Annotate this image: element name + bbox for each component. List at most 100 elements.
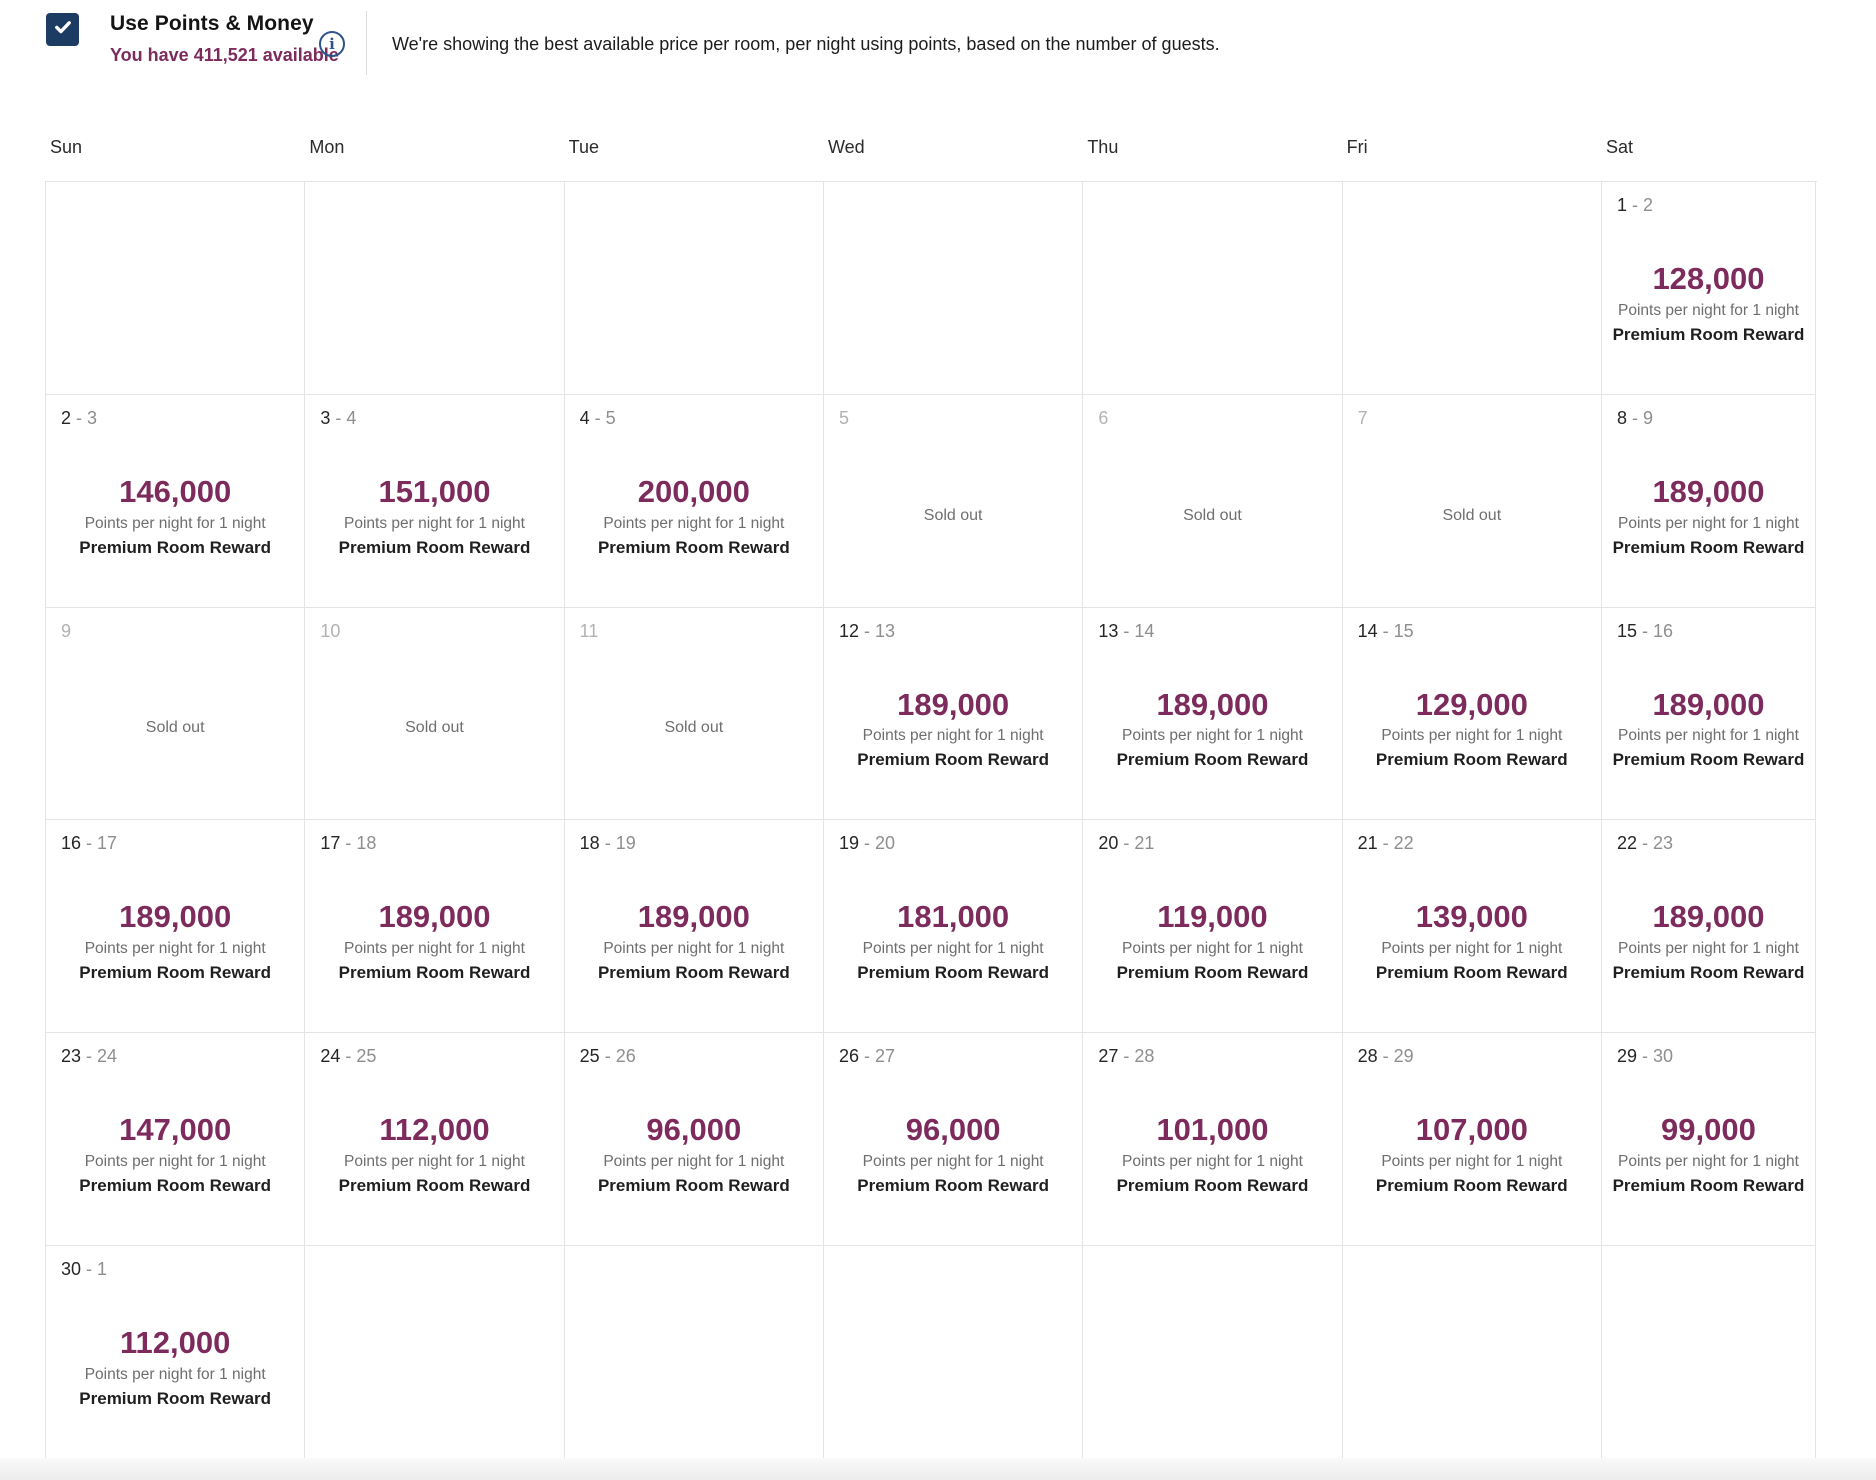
calendar-day-cell[interactable]: 4-5 200,000 Points per night for 1 night Pr… xyxy=(564,394,824,608)
points-caption: Points per night for 1 night xyxy=(84,1152,266,1170)
weekday-tue: Tue xyxy=(568,137,600,157)
reward-name: Premium Room Reward xyxy=(79,1175,272,1195)
sold-out-label: Sold out xyxy=(923,506,983,524)
date-range: 17-18 xyxy=(320,833,377,854)
points-caption: Points per night for 1 night xyxy=(862,1152,1044,1170)
info-icon[interactable]: i xyxy=(319,31,345,57)
points-caption: Points per night for 1 night xyxy=(862,940,1044,958)
calendar-empty-cell xyxy=(564,182,824,395)
date-range: 2-3 xyxy=(61,407,98,428)
points-value: 200,000 xyxy=(637,473,750,509)
date-range: 27-28 xyxy=(1098,1046,1155,1067)
calendar-day-cell[interactable]: 18-19 189,000 Points per night for 1 night… xyxy=(564,820,824,1034)
date-label: 7 xyxy=(1357,407,1368,428)
calendar-day-cell[interactable]: 8-9 189,000 Points per night for 1 night Pr… xyxy=(1601,394,1816,608)
points-value: 189,000 xyxy=(378,899,491,935)
date-range: 4-5 xyxy=(579,407,616,428)
points-value: 189,000 xyxy=(1652,686,1765,722)
calendar-day-cell[interactable]: 13-14 189,000 Points per night for 1 night… xyxy=(1083,607,1343,821)
date-label: 10 xyxy=(320,620,341,641)
calendar-day-cell[interactable]: 26-27 96,000 Points per night for 1 night P… xyxy=(823,1033,1084,1246)
reward-name: Premium Room Reward xyxy=(338,1175,531,1195)
calendar-empty-cell xyxy=(823,182,1084,395)
calendar-day-cell[interactable]: 19-20 181,000 Points per night for 1 night… xyxy=(823,820,1084,1034)
calendar-day-cell[interactable]: 21-22 139,000 Points per night for 1 night… xyxy=(1342,820,1602,1034)
reward-name: Premium Room Reward xyxy=(338,537,531,557)
calendar-day-cell[interactable]: 29-30 99,000 Points per night for 1 night P… xyxy=(1601,1033,1816,1246)
points-header: Use Points & Money You have 411,521 avai… xyxy=(0,0,1876,100)
points-available-label: You have 411,521 available xyxy=(110,45,339,65)
calendar-day-cell[interactable]: 23-24 147,000 Points per night for 1 night… xyxy=(46,1033,306,1246)
date-range: 12-13 xyxy=(838,620,896,641)
points-value: 181,000 xyxy=(897,899,1010,935)
points-caption: Points per night for 1 night xyxy=(1381,940,1563,958)
points-value: 151,000 xyxy=(378,473,491,509)
calendar-soldout-cell: 5 Sold out xyxy=(823,394,1084,608)
calendar-day-cell[interactable]: 15-16 189,000 Points per night for 1 night… xyxy=(1601,607,1816,821)
calendar-day-cell[interactable]: 22-23 189,000 Points per night for 1 night… xyxy=(1601,820,1816,1034)
reward-name: Premium Room Reward xyxy=(1612,963,1805,983)
date-range: 1-2 xyxy=(1616,195,1653,215)
calendar-day-cell[interactable]: 27-28 101,000 Points per night for 1 night… xyxy=(1083,1033,1343,1246)
points-caption: Points per night for 1 night xyxy=(1617,1152,1799,1170)
date-range: 18-19 xyxy=(579,833,636,854)
calendar-empty-cell xyxy=(1083,182,1343,395)
reward-name: Premium Room Reward xyxy=(1612,324,1805,344)
calendar-day-cell[interactable]: 14-15 129,000 Points per night for 1 night… xyxy=(1342,607,1602,821)
calendar-day-cell[interactable]: 28-29 107,000 Points per night for 1 night… xyxy=(1342,1033,1602,1246)
calendar-day-cell[interactable]: 2-3 146,000 Points per night for 1 night Pr… xyxy=(46,394,306,608)
points-value: 189,000 xyxy=(897,686,1010,722)
date-range: 15-16 xyxy=(1616,620,1674,641)
calendar-day-cell[interactable]: 30-1 112,000 Points per night for 1 night P… xyxy=(46,1245,306,1459)
points-value: 96,000 xyxy=(646,1112,742,1148)
use-points-checkbox[interactable] xyxy=(46,13,79,46)
date-label: 5 xyxy=(838,407,849,428)
weekday-thu: Thu xyxy=(1087,137,1119,157)
use-points-label: Use Points & Money xyxy=(110,12,314,35)
points-value: 147,000 xyxy=(119,1112,232,1148)
reward-name: Premium Room Reward xyxy=(1116,750,1309,770)
sold-out-label: Sold out xyxy=(1183,506,1242,524)
calendar-day-cell[interactable]: 20-21 119,000 Points per night for 1 night… xyxy=(1083,820,1343,1034)
reward-name: Premium Room Reward xyxy=(597,963,790,983)
points-value: 189,000 xyxy=(637,899,750,935)
points-caption: Points per night for 1 night xyxy=(344,940,525,958)
points-value: 99,000 xyxy=(1661,1112,1756,1148)
date-label: 9 xyxy=(61,620,72,641)
reward-name: Premium Room Reward xyxy=(1116,963,1309,983)
calendar-day-cell[interactable]: 17-18 189,000 Points per night for 1 night… xyxy=(305,820,565,1034)
points-caption: Points per night for 1 night xyxy=(344,514,525,532)
date-range: 29-30 xyxy=(1616,1046,1674,1067)
reward-name: Premium Room Reward xyxy=(857,1175,1050,1195)
points-value: 189,000 xyxy=(1156,686,1269,722)
reward-name: Premium Room Reward xyxy=(1116,1175,1309,1195)
date-range: 16-17 xyxy=(61,833,118,854)
points-caption: Points per night for 1 night xyxy=(1122,727,1303,745)
sold-out-label: Sold out xyxy=(405,719,464,737)
points-caption: Points per night for 1 night xyxy=(1381,727,1563,745)
points-caption: Points per night for 1 night xyxy=(603,940,785,958)
calendar-day-cell[interactable]: 12-13 189,000 Points per night for 1 night… xyxy=(823,607,1084,821)
calendar-day-cell[interactable]: 16-17 189,000 Points per night for 1 night… xyxy=(46,820,306,1034)
date-range: 23-24 xyxy=(61,1046,118,1067)
points-caption: Points per night for 1 night xyxy=(344,1152,525,1170)
reward-name: Premium Room Reward xyxy=(1375,1175,1568,1195)
calendar-soldout-cell: 10 Sold out xyxy=(305,607,565,821)
date-label: 6 xyxy=(1098,407,1109,428)
points-value: 107,000 xyxy=(1415,1112,1528,1148)
date-range: 28-29 xyxy=(1357,1046,1414,1067)
date-range: 13-14 xyxy=(1098,620,1155,641)
calendar-day-cell[interactable]: 3-4 151,000 Points per night for 1 night Pr… xyxy=(305,394,565,608)
reward-name: Premium Room Reward xyxy=(857,963,1050,983)
calendar-day-cell[interactable]: 25-26 96,000 Points per night for 1 night P… xyxy=(564,1033,824,1246)
points-value: 189,000 xyxy=(119,899,232,935)
points-value: 101,000 xyxy=(1156,1112,1269,1148)
points-caption: Points per night for 1 night xyxy=(1617,727,1799,745)
calendar-day-cell[interactable]: 1-2 128,000 Points per night for 1 night Pr… xyxy=(1601,182,1816,395)
date-range: 22-23 xyxy=(1616,833,1674,854)
reward-name: Premium Room Reward xyxy=(1375,750,1568,770)
points-value: 189,000 xyxy=(1652,473,1765,509)
points-value: 146,000 xyxy=(119,473,232,509)
weekday-sun: Sun xyxy=(50,137,83,157)
calendar-day-cell[interactable]: 24-25 112,000 Points per night for 1 night… xyxy=(305,1033,565,1246)
